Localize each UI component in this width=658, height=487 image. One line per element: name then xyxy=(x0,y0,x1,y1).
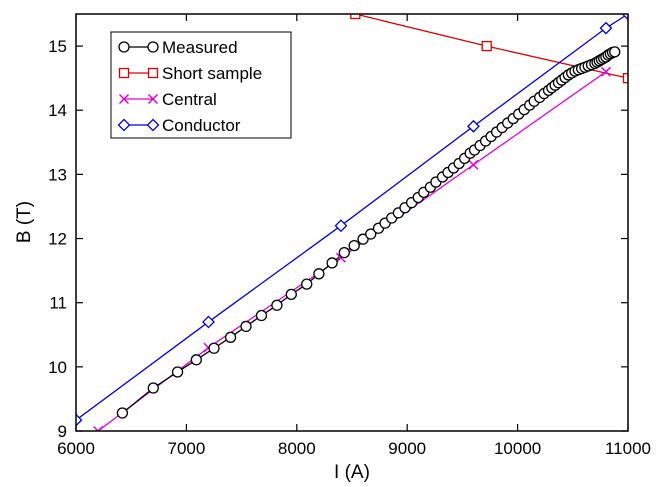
legend-label-short-sample: Short sample xyxy=(162,64,262,83)
y-tick-label-11: 11 xyxy=(49,294,67,313)
point-short-sample-2 xyxy=(622,73,628,84)
point-conductor-1 xyxy=(202,315,215,329)
legend-marker-start-central xyxy=(118,93,130,105)
y-tick-label-10: 10 xyxy=(48,358,67,377)
legend-label-measured: Measured xyxy=(162,38,238,57)
point-measured-6 xyxy=(240,320,252,333)
legend-marker-start-conductor xyxy=(117,118,131,132)
legend: Measured Short sample Central Conductor xyxy=(110,31,292,139)
point-conductor-5 xyxy=(621,14,628,21)
legend-marker-start-measured xyxy=(118,41,130,53)
point-measured-11 xyxy=(313,268,325,280)
point-measured-5 xyxy=(224,331,237,343)
point-measured-2 xyxy=(171,366,184,378)
x-tick-label-6000: 6000 xyxy=(57,439,95,458)
point-measured-14 xyxy=(348,239,360,252)
point-measured-15 xyxy=(357,233,369,245)
point-measured-9 xyxy=(285,288,297,301)
y-tick-label-13: 13 xyxy=(48,165,67,184)
legend-marker-end-measured xyxy=(147,41,159,53)
y-tick-label-14: 14 xyxy=(48,101,67,120)
axes-layer: 6000 7000 8000 9000 10000 11000 9 10 11 12 13 14 15 xyxy=(48,14,651,458)
point-short-sample-0 xyxy=(350,14,361,20)
point-central-3 xyxy=(468,159,479,170)
y-axis-title: B (T) xyxy=(14,201,35,243)
x-tick-label-7000: 7000 xyxy=(167,439,205,458)
plot-frame xyxy=(75,13,629,432)
point-measured-3 xyxy=(190,354,202,366)
x-axis-title: I (A) xyxy=(334,462,370,483)
point-conductor-3 xyxy=(467,119,480,133)
legend-box xyxy=(110,31,292,139)
x-tick-label-9000: 9000 xyxy=(388,439,426,458)
point-measured-70 xyxy=(609,46,621,58)
legend-marker-end-short-sample xyxy=(147,67,159,79)
point-central-4 xyxy=(600,66,611,77)
point-short-sample-1 xyxy=(481,40,492,52)
point-measured-4 xyxy=(208,342,220,354)
point-measured-1 xyxy=(147,382,159,394)
point-conductor-4 xyxy=(599,21,613,35)
y-tick-label-12: 12 xyxy=(48,230,67,249)
y-tick-label-15: 15 xyxy=(48,37,67,56)
point-measured-8 xyxy=(271,299,283,311)
y-tick-label-9: 9 xyxy=(58,422,67,441)
x-tick-label-11000: 11000 xyxy=(605,439,651,458)
x-tick-label-8000: 8000 xyxy=(278,439,316,458)
point-measured-12 xyxy=(326,257,338,269)
point-measured-13 xyxy=(338,247,350,259)
point-measured-7 xyxy=(255,309,268,322)
point-measured-16 xyxy=(365,228,377,240)
series-layer xyxy=(76,14,628,431)
legend-label-central: Central xyxy=(162,90,217,109)
point-measured-0 xyxy=(116,407,129,419)
legend-marker-end-central xyxy=(147,93,159,105)
point-measured-10 xyxy=(301,278,313,290)
point-conductor-2 xyxy=(334,219,348,233)
point-central-0 xyxy=(93,425,104,431)
legend-label-conductor: Conductor xyxy=(162,116,241,135)
legend-marker-start-short-sample xyxy=(118,67,130,79)
point-conductor-0 xyxy=(76,413,83,427)
x-tick-label-10000: 10000 xyxy=(494,439,541,458)
legend-marker-end-conductor xyxy=(146,118,160,132)
